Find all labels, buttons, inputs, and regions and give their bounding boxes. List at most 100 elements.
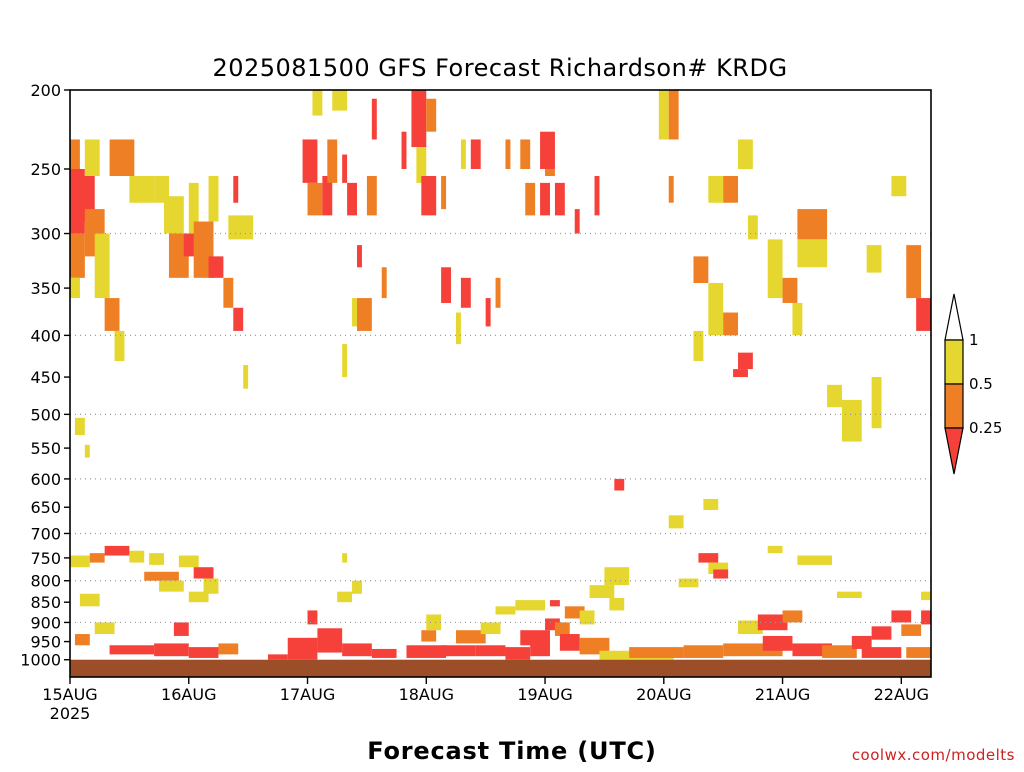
- heatmap-cell: [594, 176, 600, 216]
- heatmap-cell: [792, 302, 803, 336]
- heatmap-cell: [554, 182, 565, 216]
- heatmap-cell: [352, 298, 357, 327]
- heatmap-cell: [401, 131, 407, 169]
- heatmap-cell: [94, 233, 110, 299]
- heatmap-cell: [871, 626, 892, 640]
- heatmap-cell: [668, 90, 679, 140]
- heatmap-cell: [342, 643, 372, 657]
- heatmap-cell: [545, 168, 555, 177]
- heatmap-cell: [79, 593, 100, 607]
- heatmap-cells: [70, 90, 931, 660]
- heatmap-cell: [891, 176, 907, 197]
- heatmap-cell: [267, 654, 288, 660]
- heatmap-cell: [906, 245, 922, 299]
- y-tick-label: 600: [30, 470, 61, 489]
- heatmap-cell: [322, 176, 333, 216]
- heatmap-cell: [515, 600, 546, 611]
- heatmap-cell: [767, 239, 783, 299]
- heatmap-cell: [357, 245, 362, 268]
- heatmap-cell: [871, 377, 882, 429]
- heatmap-cell: [357, 298, 372, 331]
- heatmap-cell: [836, 591, 862, 599]
- heatmap-cell: [342, 154, 348, 183]
- heatmap-cell: [683, 645, 724, 658]
- heatmap-cell: [738, 352, 753, 370]
- y-tick-label: 750: [30, 549, 61, 568]
- y-tick-label: 550: [30, 439, 61, 458]
- heatmap-cell: [94, 622, 115, 635]
- heatmap-cell: [841, 399, 862, 442]
- heatmap-cell: [421, 630, 437, 642]
- y-tick-label: 1000: [20, 651, 61, 670]
- heatmap-cell: [579, 610, 595, 625]
- heatmap-cell: [84, 444, 90, 458]
- heatmap-cell: [738, 139, 753, 169]
- heatmap-cell: [307, 610, 318, 625]
- heatmap-cell: [782, 610, 803, 623]
- heatmap-cell: [159, 580, 184, 592]
- heatmap-cell: [104, 545, 130, 556]
- heatmap-cell: [604, 567, 630, 586]
- heatmap-cell: [629, 647, 684, 658]
- y-tick-label: 700: [30, 524, 61, 543]
- heatmap-cell: [505, 647, 531, 660]
- heatmap-cell: [129, 550, 145, 563]
- heatmap-cell: [74, 634, 90, 646]
- heatmap-cell: [505, 139, 511, 169]
- heatmap-cell: [188, 182, 199, 234]
- heatmap-cell: [545, 618, 560, 631]
- heatmap-cell: [485, 298, 491, 327]
- heatmap-cell: [342, 344, 348, 378]
- colorbar-swatch-0.5-1: [944, 339, 964, 385]
- heatmap-cell: [411, 90, 427, 148]
- heatmap-cell: [70, 277, 80, 299]
- heatmap-cell: [233, 307, 244, 331]
- x-tick-label: 22AUG: [874, 685, 929, 704]
- heatmap-cell: [708, 562, 729, 575]
- heatmap-cell: [332, 90, 348, 111]
- heatmap-cell: [480, 622, 501, 635]
- heatmap-cell: [668, 176, 674, 203]
- x-tick-label: 17AUG: [280, 685, 335, 704]
- heatmap-cell: [203, 578, 219, 594]
- heatmap-cell: [470, 139, 481, 169]
- heatmap-cell: [540, 182, 550, 216]
- heatmap-cell: [129, 176, 155, 203]
- heatmap-cell: [747, 215, 758, 240]
- heatmap-cell: [188, 591, 209, 603]
- heatmap-cell: [475, 645, 506, 657]
- heatmap-cell: [178, 555, 199, 568]
- heatmap-cell: [797, 555, 833, 565]
- heatmap-cell: [352, 580, 362, 594]
- colorbar-swatch-0.25-0.5: [944, 383, 964, 429]
- heatmap-cell: [366, 176, 377, 216]
- heatmap-cell: [723, 312, 739, 336]
- heatmap-cell: [381, 267, 387, 299]
- x-tick-label: 21AUG: [755, 685, 810, 704]
- heatmap-cell: [173, 622, 189, 636]
- heatmap-cell: [614, 478, 625, 491]
- heatmap-cell: [866, 245, 882, 273]
- heatmap-cell: [797, 239, 828, 268]
- heatmap-cell: [154, 643, 189, 657]
- y-tick-label: 950: [30, 633, 61, 652]
- heatmap-cell: [708, 283, 724, 336]
- heatmap-cell: [149, 553, 165, 565]
- heatmap-cell: [228, 215, 254, 240]
- heatmap-cell: [302, 139, 318, 183]
- chart-title: 2025081500 GFS Forecast Richardson# KRDG: [212, 54, 787, 82]
- y-tick-label: 850: [30, 593, 61, 612]
- heatmap-cell: [70, 555, 90, 568]
- heatmap-cell: [223, 277, 234, 308]
- heatmap-cell: [441, 176, 447, 210]
- heatmap-cell: [188, 647, 219, 658]
- heatmap-cell: [495, 277, 501, 308]
- heatmap-cell: [762, 635, 793, 651]
- heatmap-cell: [554, 622, 570, 636]
- colorbar-legend: 1 0.5 0.25: [944, 293, 1002, 475]
- heatmap-cell: [525, 182, 536, 216]
- heatmap-cell: [312, 90, 323, 116]
- credit-text: coolwx.com/modelts: [852, 746, 1015, 764]
